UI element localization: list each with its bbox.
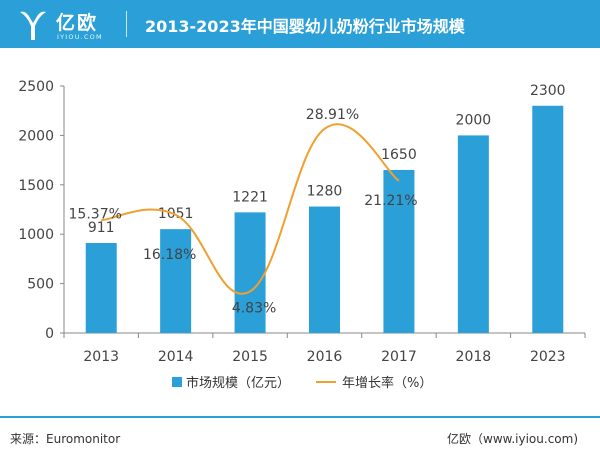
bar-value-label: 2000 bbox=[456, 112, 492, 128]
x-tick-label: 2015 bbox=[232, 349, 268, 365]
y-tick-label: 2000 bbox=[18, 128, 54, 144]
bar bbox=[457, 135, 489, 333]
bar-value-label: 1280 bbox=[307, 184, 343, 200]
bar-value-label: 1221 bbox=[232, 189, 268, 205]
x-tick-label: 2023 bbox=[530, 349, 566, 365]
y-tick-label: 0 bbox=[45, 326, 54, 342]
iyiou-logo-icon bbox=[20, 11, 46, 40]
y-tick-label: 500 bbox=[27, 277, 54, 293]
growth-rate-label: 28.91% bbox=[306, 107, 359, 123]
growth-rate-label: 4.83% bbox=[232, 300, 276, 316]
bar-value-label: 1650 bbox=[381, 147, 417, 163]
y-tick-label: 1500 bbox=[18, 178, 54, 194]
bar-value-label: 2300 bbox=[530, 83, 566, 99]
growth-rate-label: 16.18% bbox=[143, 247, 196, 263]
bar bbox=[160, 229, 192, 333]
footer-divider bbox=[0, 416, 600, 418]
header-divider bbox=[126, 11, 127, 37]
header-banner: 亿欧 IYIOU.COM 2013-2023年中国婴幼儿奶粉行业市场规模 bbox=[0, 0, 600, 48]
legend-bar-label: 市场规模（亿元） bbox=[186, 375, 290, 391]
x-tick-label: 2017 bbox=[381, 349, 417, 365]
chart: 0 500 1000 1500 2000 2500 2013 2014 2015 2016 2017… bbox=[18, 79, 586, 391]
bar bbox=[234, 212, 266, 333]
chart-title: 2013-2023年中国婴幼儿奶粉行业市场规模 bbox=[145, 17, 465, 36]
legend-bar-swatch bbox=[172, 377, 182, 387]
x-tick-label: 2014 bbox=[158, 349, 194, 365]
x-tick-label: 2016 bbox=[307, 349, 343, 365]
legend-line-label: 年增长率（%） bbox=[342, 375, 432, 391]
logo-subtitle: IYIOU.COM bbox=[57, 33, 103, 41]
bar bbox=[85, 242, 117, 333]
bar bbox=[532, 105, 564, 333]
bar bbox=[383, 169, 415, 333]
x-tick-label: 2013 bbox=[83, 349, 119, 365]
y-tick-label: 1000 bbox=[18, 227, 54, 243]
credit-note: 亿欧（www.iyiou.com) bbox=[447, 432, 578, 446]
bar bbox=[309, 206, 340, 333]
x-tick-label: 2018 bbox=[456, 349, 492, 365]
growth-rate-line bbox=[101, 123, 400, 295]
growth-rate-label: 21.21% bbox=[364, 193, 417, 209]
logo-text: 亿欧 bbox=[56, 12, 99, 34]
source-note: 来源：Euromonitor bbox=[10, 432, 121, 446]
y-tick-label: 2500 bbox=[18, 79, 54, 95]
growth-rate-label: 15.37% bbox=[69, 206, 122, 222]
bar-value-label: 911 bbox=[88, 220, 115, 236]
